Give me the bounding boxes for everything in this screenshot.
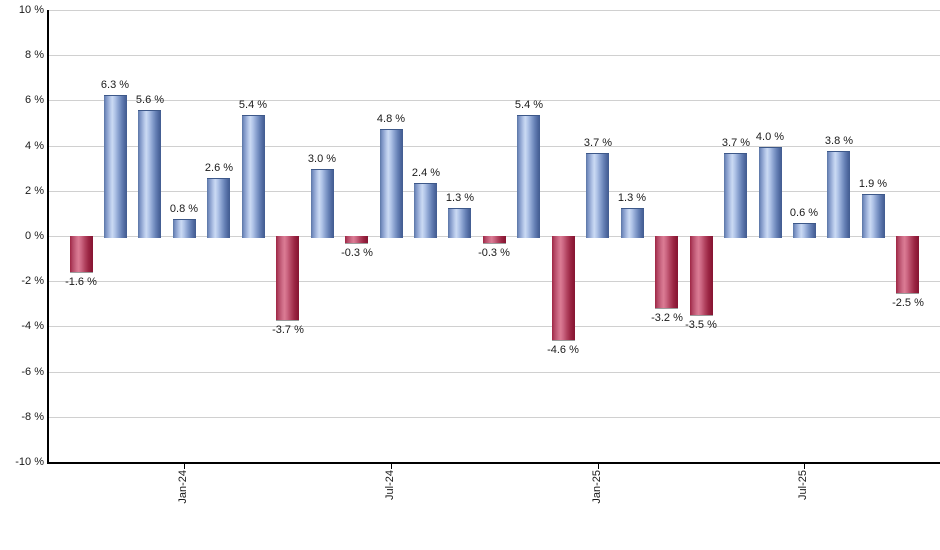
gridline <box>49 326 940 327</box>
y-axis-tick-label: -6 % <box>21 366 44 378</box>
bar <box>655 236 678 309</box>
bar <box>483 236 506 244</box>
bar-value-label: 1.3 % <box>617 192 647 204</box>
bar <box>345 236 368 244</box>
bar-value-label: 6.3 % <box>100 79 130 91</box>
x-axis-line <box>47 462 940 464</box>
bar-value-label: 3.8 % <box>824 135 854 147</box>
bar <box>827 151 850 238</box>
bar-value-label: -0.3 % <box>478 247 510 259</box>
bar-value-label: -3.2 % <box>651 312 683 324</box>
bar <box>104 95 127 238</box>
bar <box>690 236 713 316</box>
bar-value-label: -3.5 % <box>685 319 717 331</box>
bar <box>621 208 644 238</box>
bar-value-label: 3.0 % <box>307 153 337 165</box>
gridline <box>49 10 940 11</box>
x-axis-tick-label: Jan-25 <box>591 470 603 504</box>
bar <box>759 147 782 238</box>
x-axis-tick-label: Jul-25 <box>797 470 809 500</box>
x-axis-tick-label: Jan-24 <box>177 470 189 504</box>
bar <box>586 153 609 238</box>
x-axis-tick <box>391 462 392 469</box>
bar-value-label: 1.3 % <box>445 192 475 204</box>
bar-value-label: -0.3 % <box>341 247 373 259</box>
bar <box>896 236 919 294</box>
y-axis-tick-label: -10 % <box>15 456 44 468</box>
gridline <box>49 146 940 147</box>
bar <box>70 236 93 273</box>
bar <box>862 194 885 238</box>
bar-value-label: 2.6 % <box>204 162 234 174</box>
bar <box>380 129 403 238</box>
bar-value-label: 0.6 % <box>789 207 819 219</box>
y-axis-tick-label: 8 % <box>25 49 44 61</box>
bar-value-label: 4.8 % <box>376 113 406 125</box>
bar-value-label: 3.7 % <box>721 137 751 149</box>
gridline <box>49 55 940 56</box>
y-axis-tick-label: -8 % <box>21 411 44 423</box>
bar <box>448 208 471 238</box>
bar-value-label: -1.6 % <box>65 276 97 288</box>
bar-value-label: -3.7 % <box>272 324 304 336</box>
bar <box>207 178 230 238</box>
x-axis-tick <box>804 462 805 469</box>
x-axis-tick <box>184 462 185 469</box>
bar <box>552 236 575 341</box>
y-axis-tick-label: -2 % <box>21 275 44 287</box>
y-axis-tick-label: -4 % <box>21 320 44 332</box>
bar <box>138 110 161 238</box>
bar <box>793 223 816 238</box>
bar-value-label: 0.8 % <box>169 203 199 215</box>
bar <box>517 115 540 238</box>
bar-value-label: 1.9 % <box>858 178 888 190</box>
y-axis-tick-label: 4 % <box>25 140 44 152</box>
bar-value-label: -2.5 % <box>892 297 924 309</box>
y-axis-tick-label: 0 % <box>25 230 44 242</box>
y-axis-tick-label: 6 % <box>25 94 44 106</box>
x-axis-tick-label: Jul-24 <box>384 470 396 500</box>
y-axis-tick-label: 2 % <box>25 185 44 197</box>
bar-value-label: 5.6 % <box>135 94 165 106</box>
gridline <box>49 281 940 282</box>
bar-value-label: -4.6 % <box>547 344 579 356</box>
bar <box>414 183 437 238</box>
bar-value-label: 5.4 % <box>238 99 268 111</box>
gridline <box>49 417 940 418</box>
bar <box>173 219 196 238</box>
bar <box>311 169 334 238</box>
bar-value-label: 4.0 % <box>755 131 785 143</box>
y-axis-tick-label: 10 % <box>18 4 44 16</box>
bar <box>242 115 265 238</box>
gridline <box>49 100 940 101</box>
gridline <box>49 372 940 373</box>
gridline <box>49 191 940 192</box>
bar-value-label: 5.4 % <box>514 99 544 111</box>
x-axis-tick <box>598 462 599 469</box>
y-axis-line <box>47 10 49 463</box>
bar-value-label: 3.7 % <box>583 137 613 149</box>
bar <box>724 153 747 238</box>
bar-value-label: 2.4 % <box>411 167 441 179</box>
bar <box>276 236 299 321</box>
